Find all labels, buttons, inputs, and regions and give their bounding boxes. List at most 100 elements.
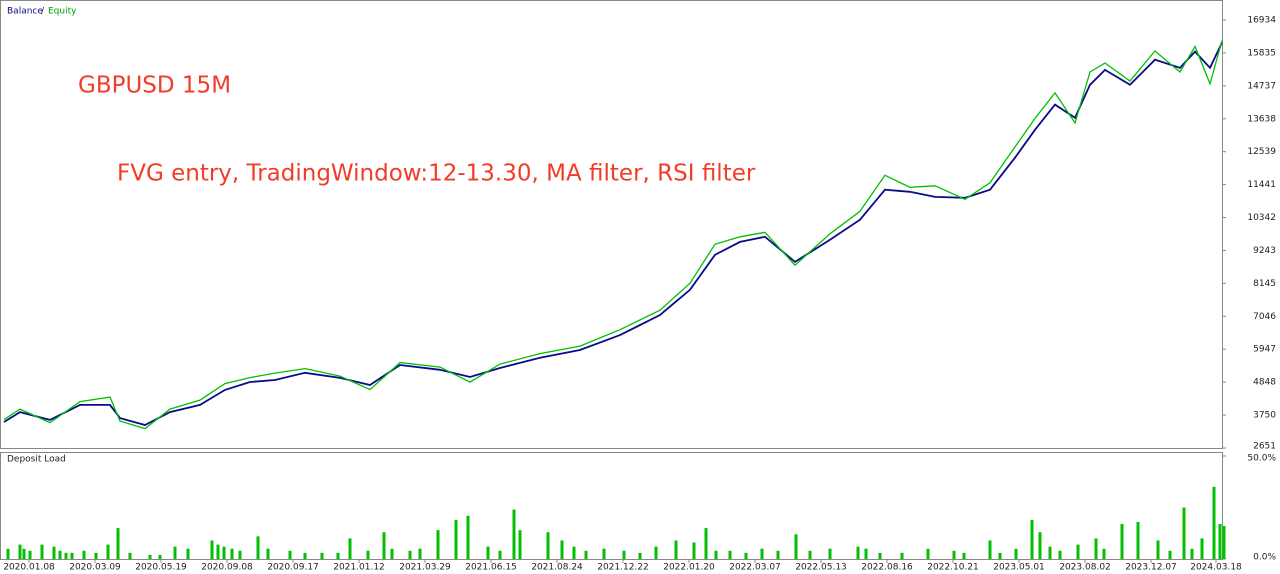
bar [584,550,588,559]
bar [230,548,234,559]
x-tick-label: 2021.12.22 [597,563,649,573]
bar [1218,523,1222,559]
bar [52,546,56,559]
bar [366,550,370,559]
bar [58,550,62,559]
bar [94,552,98,559]
x-tick-label: 2023.12.07 [1125,563,1177,573]
load-panel [0,452,1223,560]
bar [560,540,564,559]
bar [288,550,292,559]
y-tick-label: 16934 [1247,16,1276,26]
bar [1200,538,1204,559]
x-tick-label: 2022.01.20 [663,563,715,573]
y-tick-label: 14737 [1247,81,1276,91]
x-tick-label: 2021.01.12 [333,563,385,573]
series-line [3,40,1223,430]
bar [760,548,764,559]
bar [336,552,340,559]
bar [776,550,780,559]
bar [148,554,152,559]
x-tick-label: 2022.03.07 [729,563,781,573]
annotation: FVG entry, TradingWindow:12-13.30, MA fi… [117,161,756,187]
y-tick-label: 15835 [1247,48,1276,58]
bar [18,544,22,559]
bar [382,532,386,559]
bar [238,550,242,559]
main-panel [0,0,1223,449]
bar [116,528,120,559]
bar [602,548,606,559]
x-tick-label: 2021.06.15 [465,563,517,573]
bar [1038,532,1042,559]
annotation: GBPUSD 15M [78,73,231,99]
y-tick-label: 7046 [1253,312,1276,322]
bar [1048,546,1052,559]
bar [28,550,32,559]
y-tick-label: 2651 [1253,442,1276,452]
bar [82,550,86,559]
x-tick-label: 2021.03.29 [399,563,451,573]
bar [216,544,220,559]
x-tick-label: 2022.08.16 [861,563,913,573]
bar [1058,550,1062,559]
bar [1120,523,1124,559]
bar [436,530,440,559]
bar [1094,538,1098,559]
bar [266,548,270,559]
x-tick-label: 2022.10.21 [927,563,979,573]
bar [638,552,642,559]
bar [674,540,678,559]
bar [1014,548,1018,559]
panel-title: Deposit Load [7,455,66,465]
bar [40,544,44,559]
y-tick-label: 0.0% [1253,553,1276,563]
bar [952,550,956,559]
bar [303,552,307,559]
bar [622,550,626,559]
x-tick-label: 2023.08.02 [1059,563,1111,573]
bar [1168,550,1172,559]
bar [320,552,324,559]
bar [486,546,490,559]
bar [864,548,868,559]
x-tick-label: 2020.03.09 [69,563,121,573]
x-tick-label: 2020.09.17 [267,563,319,573]
bar [390,548,394,559]
bar [1156,540,1160,559]
legend-entry: Balance [7,7,43,17]
bar [1102,548,1106,559]
y-tick-label: 11441 [1247,180,1276,190]
bar [998,552,1002,559]
bar [64,552,68,559]
bar [1222,526,1226,559]
bar [22,548,26,559]
bar [828,548,832,559]
bar [856,546,860,559]
bar [70,552,74,559]
legend-entry: Equity [48,7,77,17]
y-tick-label: 3750 [1253,411,1276,421]
bar [186,548,190,559]
x-tick-label: 2021.08.24 [531,563,583,573]
bar [1076,544,1080,559]
x-tick-label: 2020.01.08 [3,563,55,573]
bar [454,519,458,559]
bar [744,552,748,559]
bar [256,536,260,559]
y-tick-label: 4848 [1253,378,1276,388]
x-tick-label: 2022.05.13 [795,563,847,573]
y-tick-label: 8145 [1253,279,1276,289]
bar [1030,519,1034,559]
x-tick-label: 2020.05.19 [135,563,187,573]
bar [704,528,708,559]
bar [106,544,110,559]
bar [572,546,576,559]
bar [728,550,732,559]
bar [962,552,966,559]
bar [518,530,522,559]
bar [408,550,412,559]
x-tick-label: 2023.05.01 [993,563,1045,573]
bar [418,548,422,559]
